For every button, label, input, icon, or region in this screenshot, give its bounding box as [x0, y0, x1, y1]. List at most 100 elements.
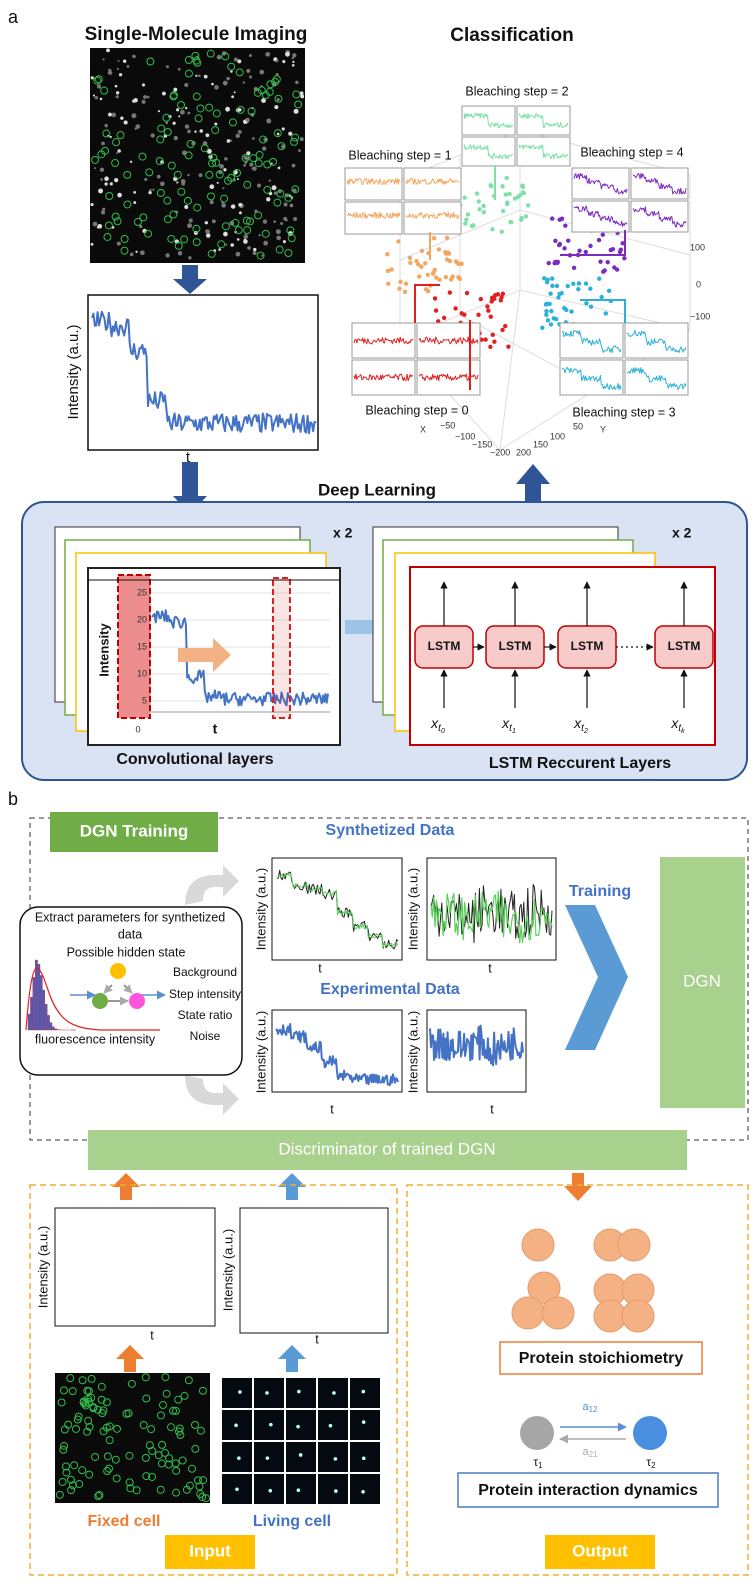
y-label: Intensity: [96, 623, 111, 677]
hist-bar: [35, 959, 38, 1031]
point: [397, 286, 402, 291]
ring: [259, 135, 268, 144]
cell-spot: [361, 1456, 366, 1461]
point: [549, 216, 555, 221]
ring: [166, 1423, 175, 1432]
spot: [216, 54, 222, 60]
point: [554, 283, 560, 289]
spot: [258, 233, 261, 237]
ring: [195, 1482, 204, 1491]
point: [478, 296, 484, 302]
spot: [139, 250, 145, 256]
trace-line: [430, 890, 553, 944]
input-label: xt2: [573, 715, 588, 735]
ring: [286, 226, 295, 235]
point: [588, 286, 593, 291]
point: [477, 207, 482, 212]
ring: [206, 49, 215, 58]
ring: [242, 216, 251, 225]
subscript: 12: [589, 1405, 598, 1414]
spot: [242, 81, 246, 84]
subscript: t: [509, 723, 513, 734]
point: [584, 301, 589, 306]
point: [500, 291, 506, 296]
x-tick: −50: [440, 420, 455, 430]
ring: [198, 1386, 207, 1395]
spot: [135, 124, 141, 129]
point: [610, 246, 616, 252]
spot: [211, 219, 216, 224]
ring: [269, 157, 278, 166]
spot: [226, 76, 230, 81]
point: [544, 312, 549, 318]
ring: [246, 217, 255, 226]
spot: [238, 202, 243, 207]
subunit: [527, 1271, 561, 1305]
ring: [169, 1406, 178, 1415]
trace-line: [353, 373, 414, 382]
spot: [98, 188, 104, 194]
point: [556, 295, 561, 300]
subscript: t: [581, 723, 585, 734]
ring: [97, 1382, 106, 1391]
trace-line: [91, 310, 317, 435]
ring: [133, 217, 142, 226]
ring: [247, 107, 256, 116]
repeat-label: x 2: [333, 525, 353, 541]
point: [557, 241, 563, 247]
ring: [66, 1374, 75, 1383]
point: [588, 304, 594, 309]
spots: [55, 1373, 210, 1503]
point: [565, 283, 570, 289]
ring: [156, 188, 165, 197]
x-label: t: [150, 1328, 154, 1342]
conv-plot: [88, 574, 340, 719]
point: [503, 323, 508, 329]
spot: [216, 181, 219, 184]
spot: [188, 218, 193, 223]
ring: [174, 1395, 183, 1404]
ring: [139, 213, 148, 222]
point: [555, 259, 560, 265]
ring: [124, 1409, 133, 1418]
point: [486, 308, 491, 313]
ring: [236, 105, 245, 114]
point: [518, 217, 524, 222]
spot: [231, 95, 235, 99]
ring: [104, 221, 113, 230]
ring: [60, 1441, 69, 1450]
ring: [59, 1445, 68, 1454]
ring: [254, 159, 263, 168]
state-2: [633, 1416, 667, 1450]
text: Noise: [190, 1029, 221, 1043]
spot: [298, 149, 301, 152]
hist-bar: [30, 997, 33, 1031]
ring: [243, 180, 252, 189]
input-label: xt1: [501, 715, 516, 735]
cell-spot: [298, 1453, 303, 1457]
point: [444, 251, 449, 256]
spot: [114, 84, 118, 88]
discriminator: Discriminator of trained DGN: [278, 1139, 495, 1158]
spot: [230, 204, 236, 209]
spot: [236, 178, 239, 181]
ring: [192, 224, 201, 233]
ring: [85, 1470, 94, 1479]
point: [425, 272, 430, 277]
hist-bar: [49, 1022, 53, 1031]
spot: [245, 117, 250, 122]
trace-line: [561, 366, 622, 391]
axis-name: X: [420, 424, 426, 434]
fixed-cell-image: [55, 1373, 210, 1503]
point: [605, 259, 610, 265]
point: [456, 275, 461, 280]
trace-line: [561, 330, 622, 354]
ring: [103, 1452, 112, 1461]
spot: [94, 95, 98, 100]
spot: [262, 219, 268, 224]
spot: [90, 202, 94, 207]
ring: [233, 168, 242, 177]
spot: [248, 54, 252, 57]
window: [272, 577, 291, 719]
ring: [292, 90, 301, 99]
